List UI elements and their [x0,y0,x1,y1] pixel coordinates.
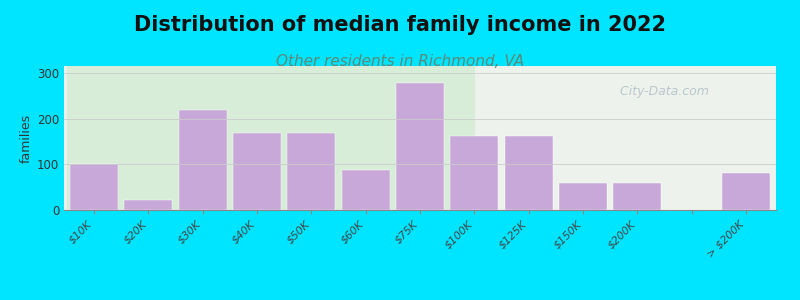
Text: Distribution of median family income in 2022: Distribution of median family income in … [134,15,666,35]
Bar [287,133,335,210]
Y-axis label: families: families [20,113,33,163]
Bar [342,170,390,210]
Bar [396,83,444,210]
Bar [233,133,281,210]
Bar [124,200,172,210]
Bar [66,64,474,210]
Bar [614,184,662,210]
Text: City-Data.com: City-Data.com [612,85,709,98]
Bar [178,110,226,210]
Bar [722,173,770,210]
Bar [70,164,118,210]
Bar [505,136,553,210]
Bar [559,183,607,210]
Bar [450,136,498,210]
Text: Other residents in Richmond, VA: Other residents in Richmond, VA [276,54,524,69]
